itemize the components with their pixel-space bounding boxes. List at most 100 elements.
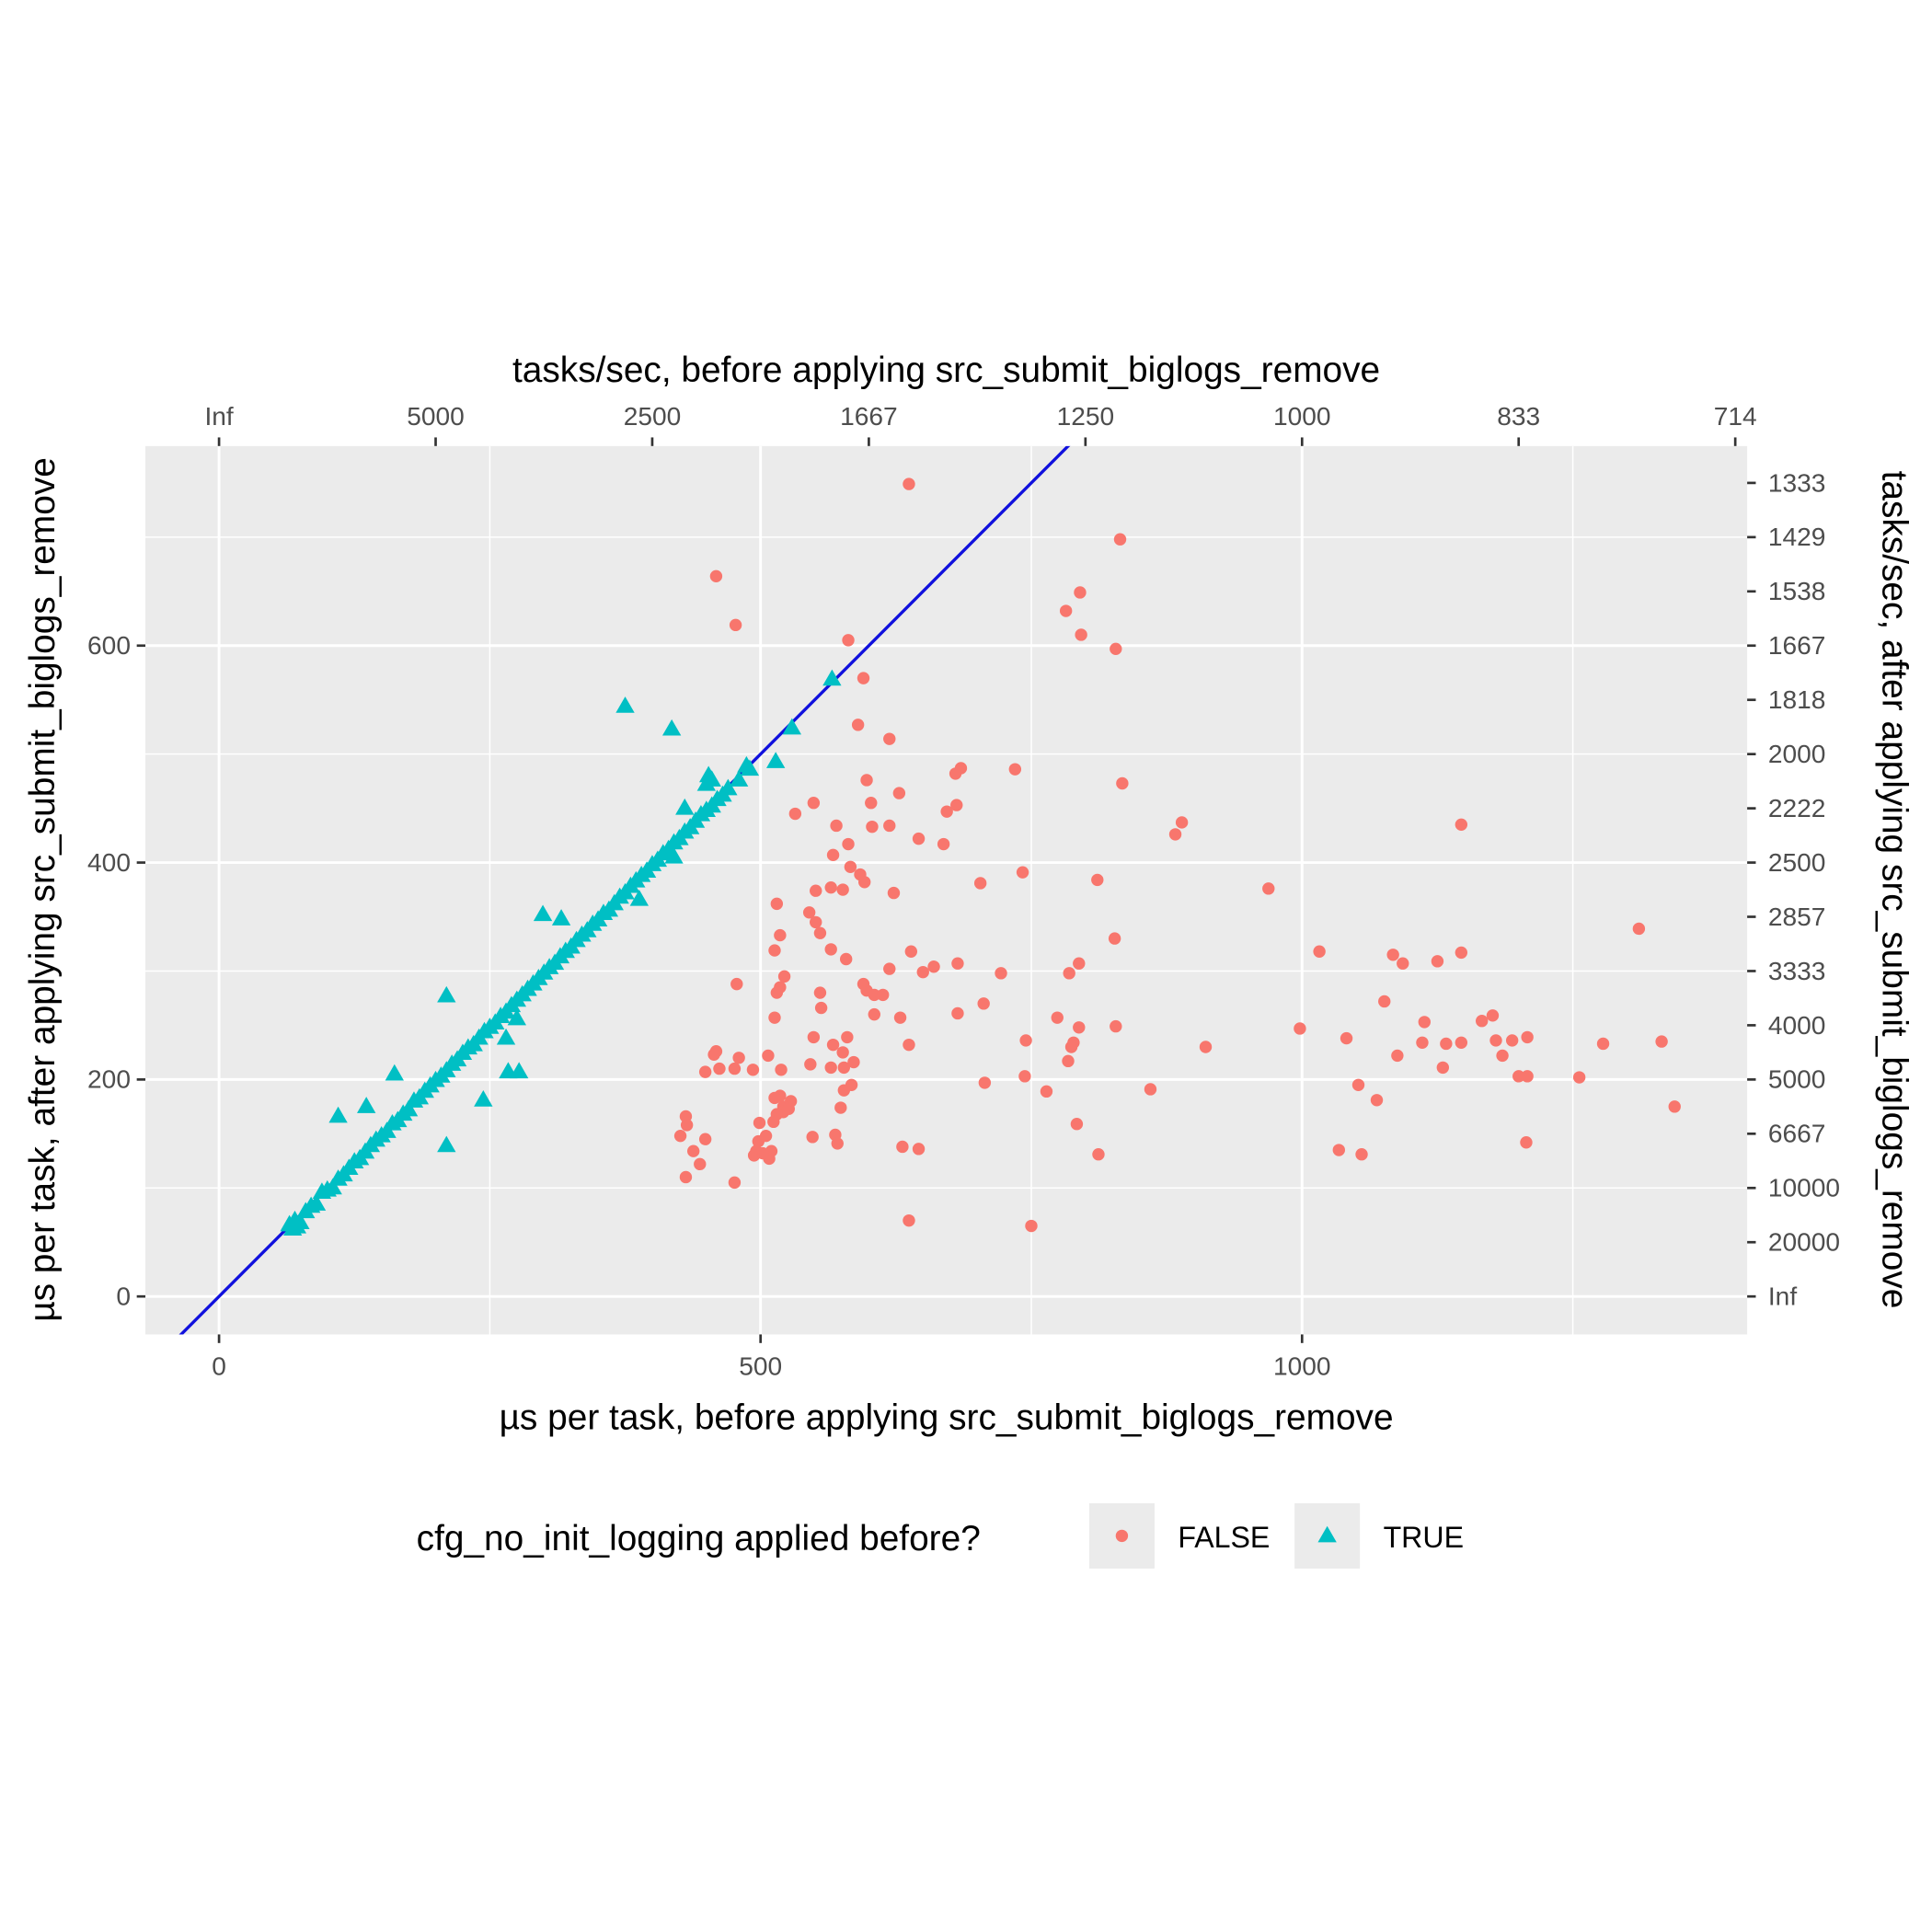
point bbox=[732, 1052, 745, 1064]
x-tick-label: 500 bbox=[739, 1352, 782, 1381]
point bbox=[328, 1106, 348, 1123]
point bbox=[830, 819, 843, 833]
point bbox=[1572, 1071, 1586, 1084]
point bbox=[927, 960, 940, 973]
point bbox=[1655, 1035, 1668, 1048]
legend-marker bbox=[1115, 1529, 1129, 1543]
point bbox=[1455, 818, 1468, 831]
point bbox=[740, 759, 760, 776]
point bbox=[1113, 533, 1127, 546]
point bbox=[694, 1157, 707, 1171]
point bbox=[1062, 1054, 1075, 1068]
x2-tick-label: 1667 bbox=[840, 402, 898, 431]
point bbox=[770, 986, 784, 999]
point bbox=[437, 1135, 456, 1153]
point bbox=[857, 672, 870, 684]
point bbox=[1431, 955, 1444, 968]
x2-tick-label: 833 bbox=[1497, 402, 1540, 431]
point bbox=[1486, 1009, 1500, 1022]
point bbox=[728, 1062, 742, 1075]
point bbox=[1340, 1031, 1353, 1045]
point bbox=[1059, 604, 1073, 617]
point bbox=[673, 1129, 687, 1143]
point bbox=[883, 819, 896, 833]
point bbox=[824, 943, 837, 956]
point bbox=[1040, 1085, 1053, 1098]
point bbox=[698, 1133, 712, 1145]
point bbox=[291, 1213, 310, 1229]
point bbox=[507, 1008, 526, 1026]
point bbox=[385, 1064, 404, 1081]
point bbox=[1521, 1070, 1534, 1083]
y2-tick-label: 1667 bbox=[1768, 631, 1826, 660]
point bbox=[802, 906, 816, 919]
point bbox=[709, 569, 723, 583]
x2-tick-label: Inf bbox=[204, 402, 233, 431]
point bbox=[474, 1090, 493, 1107]
x-tick-label: 1000 bbox=[1273, 1352, 1331, 1381]
point bbox=[1440, 1037, 1453, 1051]
point bbox=[1073, 1021, 1086, 1034]
point bbox=[893, 1011, 907, 1024]
point bbox=[839, 952, 853, 966]
point bbox=[804, 1058, 817, 1071]
point bbox=[1074, 586, 1087, 599]
point bbox=[977, 997, 990, 1010]
point bbox=[1397, 957, 1409, 970]
point bbox=[903, 1038, 915, 1052]
y2-tick-label: 6667 bbox=[1768, 1120, 1826, 1148]
x2-tick-label: 5000 bbox=[407, 402, 465, 431]
x2-tick-label: 1000 bbox=[1273, 402, 1331, 431]
point bbox=[940, 805, 953, 818]
point bbox=[896, 1140, 909, 1154]
y2-tick-label: 4000 bbox=[1768, 1011, 1826, 1040]
point bbox=[1418, 1016, 1431, 1029]
point bbox=[1370, 1094, 1384, 1107]
point bbox=[1378, 995, 1391, 1008]
point bbox=[978, 1076, 992, 1089]
point bbox=[1262, 882, 1275, 895]
point bbox=[868, 988, 880, 1002]
point bbox=[746, 1064, 760, 1076]
point bbox=[661, 719, 682, 736]
point bbox=[842, 634, 855, 647]
point bbox=[892, 787, 906, 799]
point bbox=[1199, 1041, 1213, 1053]
point bbox=[615, 696, 635, 713]
point bbox=[782, 1102, 795, 1115]
point bbox=[702, 770, 721, 787]
point bbox=[729, 770, 749, 787]
point bbox=[824, 1061, 837, 1075]
point bbox=[765, 752, 786, 768]
point bbox=[768, 944, 781, 957]
y2-tick-label: 20000 bbox=[1768, 1228, 1840, 1257]
point bbox=[834, 1101, 847, 1114]
point bbox=[937, 837, 950, 851]
point bbox=[629, 889, 650, 906]
point bbox=[837, 1084, 851, 1097]
point bbox=[949, 767, 962, 780]
point bbox=[844, 860, 857, 873]
point bbox=[756, 1146, 769, 1160]
point bbox=[686, 1144, 700, 1157]
point bbox=[680, 1119, 694, 1132]
point bbox=[1332, 1144, 1346, 1156]
x2-tick-label: 714 bbox=[1714, 402, 1757, 431]
point bbox=[1063, 967, 1075, 980]
y2-tick-label: 10000 bbox=[1768, 1174, 1840, 1202]
y-axis-title: µs per task, after applying src_submit_b… bbox=[23, 457, 63, 1322]
x2-axis-title: tasks/sec, before applying src_submit_bi… bbox=[512, 351, 1380, 390]
point bbox=[826, 1038, 840, 1052]
x2-tick-label: 2500 bbox=[624, 402, 682, 431]
y-tick-label: 0 bbox=[116, 1282, 131, 1311]
point bbox=[509, 1062, 529, 1079]
point bbox=[904, 945, 918, 958]
y-tick-label: 600 bbox=[87, 631, 131, 660]
point bbox=[822, 669, 842, 686]
point bbox=[775, 1064, 788, 1076]
x-tick-label: 0 bbox=[212, 1352, 226, 1381]
y2-tick-label: 2000 bbox=[1768, 740, 1826, 768]
point bbox=[1073, 957, 1086, 970]
point bbox=[1521, 1030, 1534, 1044]
